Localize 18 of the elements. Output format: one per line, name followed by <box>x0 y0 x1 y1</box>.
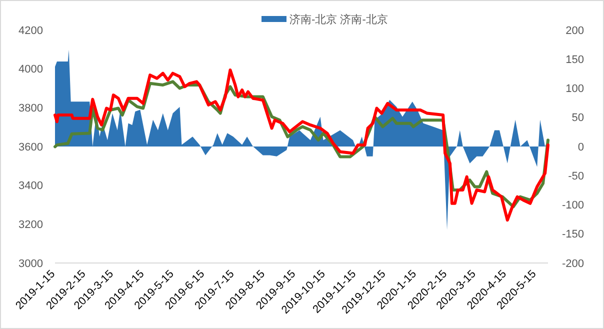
y2-tick-label: 100 <box>566 83 584 96</box>
y-tick-label: 4000 <box>18 64 43 76</box>
y-tick-label: 3400 <box>18 180 43 192</box>
y2-tick-label: -150 <box>562 228 584 241</box>
y-tick-label: 3600 <box>18 141 43 154</box>
y2-tick-label: 150 <box>566 54 584 66</box>
y2-tick-label: 200 <box>566 24 584 37</box>
y2-tick-label: -100 <box>562 200 584 212</box>
legend-label: 济南-北京 济南-北京 <box>290 13 388 26</box>
y2-tick-label: -50 <box>568 170 584 182</box>
y2-tick-label: 0 <box>578 141 584 154</box>
y-tick-label: 3200 <box>18 219 43 232</box>
y-tick-label: 4200 <box>18 24 43 37</box>
y-tick-label: 3000 <box>18 258 43 270</box>
line-series <box>54 68 550 222</box>
y2-tick-label: 50 <box>572 112 584 124</box>
y-tick-label: 3800 <box>18 102 43 115</box>
y2-tick-label: -200 <box>562 258 584 270</box>
